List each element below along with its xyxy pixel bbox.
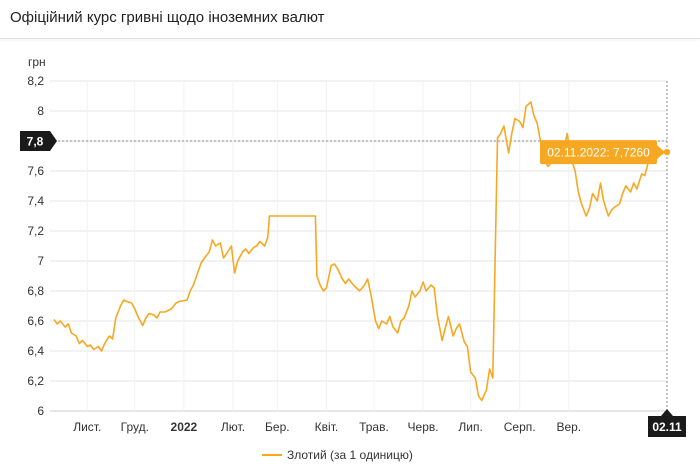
legend-label: Злотий (за 1 одиницю) xyxy=(287,448,413,462)
y-crosshair-badge: 7,8 xyxy=(20,131,57,151)
x-crosshair-label: 02.11 xyxy=(652,420,682,434)
x-tick-label: Лют. xyxy=(221,420,245,434)
x-tick-label: Серп. xyxy=(504,420,536,434)
legend[interactable]: Злотий (за 1 одиницю) xyxy=(262,448,413,462)
tooltip: 02.11.2022: 7,7260 xyxy=(540,140,665,165)
y-tick-label: 6,4 xyxy=(27,344,44,358)
x-tick-label: Лип. xyxy=(458,420,482,434)
y-tick-label: 7 xyxy=(37,254,44,268)
x-crosshair-badge: 02.11 xyxy=(648,409,686,437)
page-title: Офіційний курс гривні щодо іноземних вал… xyxy=(10,9,325,26)
header-bar: Офіційний курс гривні щодо іноземних вал… xyxy=(0,0,700,39)
y-tick-label: 6 xyxy=(37,404,44,418)
tooltip-text: 02.11.2022: 7,7260 xyxy=(547,146,650,160)
y-tick-label: 7,2 xyxy=(27,224,44,238)
y-tick-label: 7,6 xyxy=(27,164,44,178)
x-tick-label: Груд. xyxy=(121,420,149,434)
x-tick-label: Черв. xyxy=(408,420,439,434)
x-tick-label: Квіт. xyxy=(315,420,339,434)
y-tick-label: 7,4 xyxy=(27,194,44,208)
x-tick-label: Трав. xyxy=(359,420,389,434)
y-axis-label: грн xyxy=(28,55,46,69)
y-tick-label: 6,8 xyxy=(27,284,44,298)
grid-lines xyxy=(50,80,667,412)
y-tick-label: 8 xyxy=(37,104,44,118)
x-tick-label: Лист. xyxy=(73,420,101,434)
y-axis-ticks: 6 6,2 6,4 6,6 6,8 7 7,2 7,4 7,6 8 8,2 xyxy=(27,74,44,418)
y-crosshair-label: 7,8 xyxy=(27,135,44,149)
y-tick-label: 6,6 xyxy=(27,314,44,328)
y-tick-label: 8,2 xyxy=(27,74,44,88)
y-tick-label: 6,2 xyxy=(27,374,44,388)
x-tick-label: 2022 xyxy=(171,420,198,434)
x-tick-label: Бер. xyxy=(265,420,290,434)
x-tick-label: Вер. xyxy=(556,420,581,434)
x-axis-ticks: Лист. Груд. 2022 Лют. Бер. Квіт. Трав. Черв. Лип… xyxy=(73,420,581,434)
